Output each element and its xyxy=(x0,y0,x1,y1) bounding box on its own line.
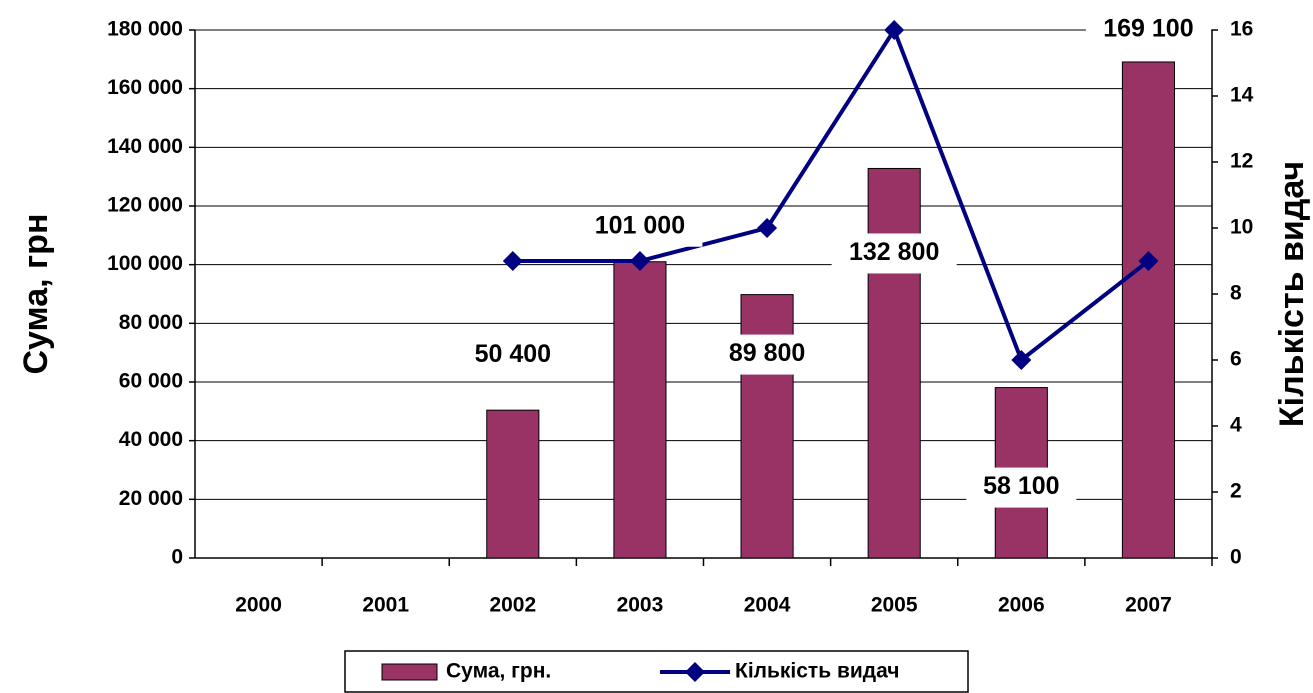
line xyxy=(512,25,1150,364)
y-axis-title: Сума, грн xyxy=(17,214,55,375)
value-label: 58 100 xyxy=(983,472,1059,500)
marker xyxy=(502,251,523,271)
marker xyxy=(757,218,778,238)
y2-tick-label: 14 xyxy=(1230,84,1254,107)
value-label-bg xyxy=(1085,9,1211,50)
y-tick-label: 120 000 xyxy=(107,194,183,217)
y2-tick-label: 10 xyxy=(1230,216,1253,239)
value-label-bg xyxy=(966,467,1077,508)
y-tick-label: 180 000 xyxy=(107,18,183,41)
y2-tick-label: 0 xyxy=(1230,546,1242,569)
x-tick-label: 2000 xyxy=(235,594,282,617)
value-label: 89 800 xyxy=(729,339,805,367)
y-tick-label: 20 000 xyxy=(119,487,183,510)
legend-label: Кількість видач xyxy=(735,660,899,683)
marker xyxy=(1011,350,1032,370)
value-label: 50 400 xyxy=(475,340,551,368)
x-tick-label: 2003 xyxy=(617,594,664,617)
bar xyxy=(740,294,794,559)
y-tick-label: 80 000 xyxy=(119,311,183,334)
bar xyxy=(1121,61,1175,559)
y2-tick-label: 8 xyxy=(1230,282,1242,305)
y2-tick-label: 16 xyxy=(1230,18,1253,41)
x-tick-label: 2001 xyxy=(362,594,409,617)
y-tick-label: 100 000 xyxy=(107,252,183,275)
y-tick-label: 40 000 xyxy=(119,428,183,451)
y-tick-label: 140 000 xyxy=(107,135,183,158)
y-tick-label: 0 xyxy=(171,546,183,569)
marker xyxy=(629,251,650,271)
x-tick-label: 2004 xyxy=(744,594,791,617)
value-label-bg xyxy=(577,206,703,247)
value-label: 132 800 xyxy=(849,238,939,266)
y2-tick-label: 4 xyxy=(1230,414,1242,437)
y2-tick-label: 6 xyxy=(1230,348,1242,371)
x-tick-label: 2006 xyxy=(998,594,1045,617)
value-label: 169 100 xyxy=(1103,15,1193,43)
value-label-bg xyxy=(831,233,957,274)
y-tick-label: 60 000 xyxy=(119,370,183,393)
marker xyxy=(884,20,905,40)
y-tick-label: 160 000 xyxy=(107,76,183,99)
value-label: 101 000 xyxy=(595,211,685,239)
legend-swatch xyxy=(381,663,438,681)
y2-axis-title: Кількість видач xyxy=(1273,161,1311,427)
x-tick-label: 2007 xyxy=(1125,594,1172,617)
legend-box xyxy=(344,650,969,693)
bar xyxy=(867,167,921,559)
y2-tick-label: 12 xyxy=(1230,150,1253,173)
legend-marker xyxy=(685,662,705,682)
x-tick-label: 2002 xyxy=(489,594,536,617)
legend-label: Сума, грн. xyxy=(446,660,551,683)
value-label-bg xyxy=(712,334,823,375)
value-label-bg xyxy=(457,335,568,376)
marker xyxy=(1138,251,1159,271)
x-tick-label: 2005 xyxy=(871,594,918,617)
bar xyxy=(486,409,540,559)
bar xyxy=(613,261,667,559)
y2-tick-label: 2 xyxy=(1230,480,1242,503)
